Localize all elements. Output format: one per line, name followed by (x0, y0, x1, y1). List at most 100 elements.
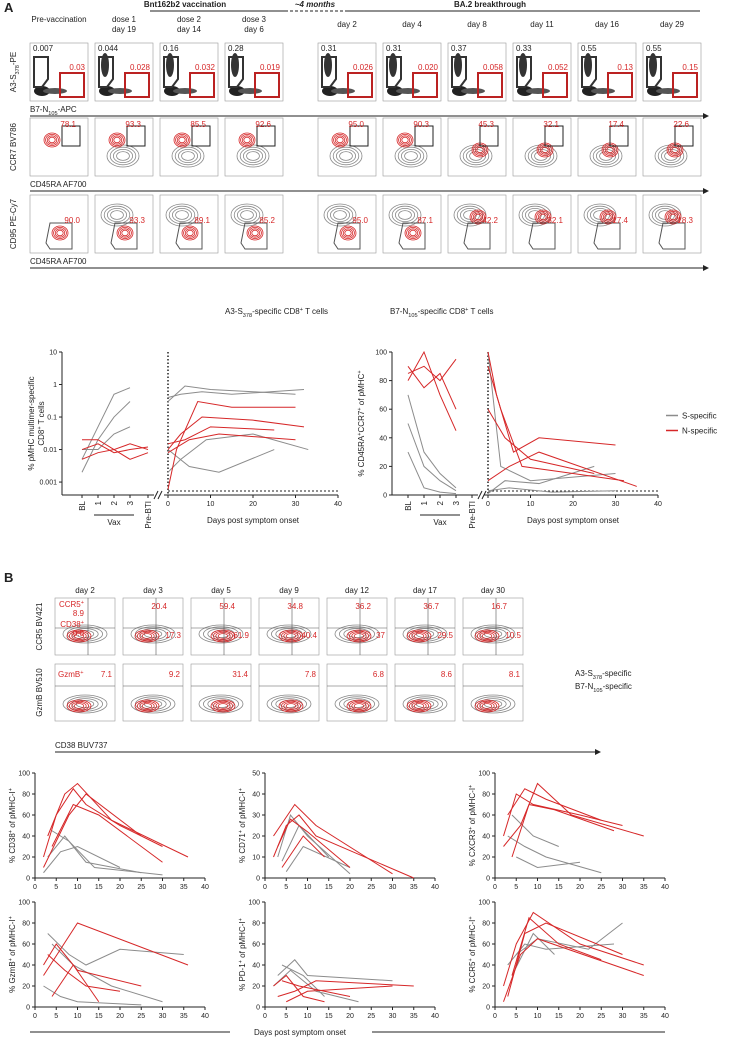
series-line (277, 818, 351, 868)
contour (323, 203, 357, 227)
series-line (82, 426, 131, 451)
n-frequency: 0.15 (682, 63, 698, 72)
contour (333, 133, 347, 146)
text-part: + (468, 827, 474, 830)
contour (175, 133, 189, 146)
dot-cloud (519, 53, 527, 77)
gate (256, 125, 276, 147)
x-tick-label: 5 (514, 884, 518, 891)
y-tick-label: 20 (22, 855, 30, 862)
x-tick-label: 25 (597, 1013, 605, 1020)
x-tick-label: 20 (116, 1013, 124, 1020)
column-label: day 5 (211, 586, 231, 595)
series-line (273, 803, 393, 875)
text-part: + (357, 370, 363, 373)
contour (339, 151, 353, 161)
series-line (507, 788, 602, 821)
contour (171, 207, 192, 222)
contour (270, 696, 307, 712)
gate (646, 56, 662, 88)
row-x-label: CD45RA AF700 (30, 257, 87, 266)
text-part: of pMHC-I (8, 791, 17, 830)
contour (402, 624, 448, 644)
contour (283, 632, 299, 641)
legend-text: A3-S378-specific (575, 669, 631, 681)
text-part: CCR5 (59, 600, 81, 609)
group-label: ~4 months (295, 0, 336, 9)
gate (163, 56, 179, 88)
x-tick-label: 15 (325, 1013, 333, 1020)
flow-plot (326, 663, 388, 722)
x-tick-label: 25 (367, 1013, 375, 1020)
gate-value: 8.6 (441, 670, 453, 679)
text-part: GzmB (58, 670, 80, 679)
y-tick-label: 40 (379, 435, 387, 442)
dot-cloud (108, 88, 132, 94)
text-part: CCR5 BV421 (35, 602, 44, 651)
text-part: + (80, 670, 83, 676)
series-line (43, 845, 121, 874)
x-tick-label: 40 (201, 884, 209, 891)
text-part: + (238, 960, 244, 963)
contour (184, 228, 196, 238)
contour (278, 629, 304, 643)
contour (110, 133, 124, 146)
y-axis-title: % CD71+ of pMHC-I+ (238, 788, 247, 863)
text-part: % CD71 (238, 833, 247, 863)
gate (98, 56, 114, 88)
series-line (273, 814, 414, 879)
gate (33, 56, 49, 88)
y-tick-label: 40 (482, 963, 490, 970)
gate (61, 125, 81, 147)
series-line (167, 416, 305, 450)
legend-text: B7-N105-specific (575, 682, 632, 694)
contour (338, 626, 375, 642)
contour (391, 205, 419, 225)
text-part: + (238, 830, 244, 833)
x-axis-title: Days post symptom onset (254, 1028, 347, 1037)
gate-value: 29.5 (437, 631, 453, 640)
contour (236, 207, 257, 222)
contour (459, 207, 480, 222)
contour (116, 151, 130, 161)
text-part: B7-N (390, 307, 408, 316)
text-part: of pMHC-I (238, 921, 247, 960)
gate (254, 72, 280, 98)
contour (404, 225, 422, 241)
gate (607, 72, 633, 98)
contour (278, 699, 304, 713)
contour (396, 132, 414, 148)
contour (108, 132, 126, 148)
x-tick-label: 30 (612, 501, 620, 508)
contour (280, 630, 301, 642)
y-tick-label: 20 (482, 855, 490, 862)
contour (119, 228, 131, 238)
contour (43, 132, 61, 148)
contour (241, 135, 253, 145)
contour (173, 132, 191, 148)
contour (334, 135, 346, 145)
n-frequency: 95.0 (348, 120, 364, 129)
s-frequency: 0.28 (228, 44, 244, 53)
n-frequency: 85.2 (259, 216, 275, 225)
contour (331, 132, 349, 148)
y-tick-label: 20 (379, 464, 387, 471)
text-part: CD38 (60, 620, 81, 629)
contour (469, 151, 483, 161)
dot-cloud (166, 53, 174, 77)
text-part: CD95 PE-Cy7 (9, 198, 18, 249)
gate-value: 40.4 (301, 631, 317, 640)
series-line (81, 387, 131, 460)
n-frequency: 93.3 (125, 120, 141, 129)
panel-label: A (4, 0, 14, 15)
series-line (167, 426, 275, 445)
contour (45, 133, 59, 146)
contour (664, 151, 678, 161)
y-tick-label: 50 (252, 771, 260, 778)
y-axis-title: % CD38+ of pMHC-I+ (8, 788, 17, 863)
contour (351, 702, 367, 711)
n-frequency: 87.1 (417, 216, 433, 225)
gate (59, 72, 85, 98)
x-tick-label: 0 (263, 1013, 267, 1020)
contour (217, 633, 229, 639)
